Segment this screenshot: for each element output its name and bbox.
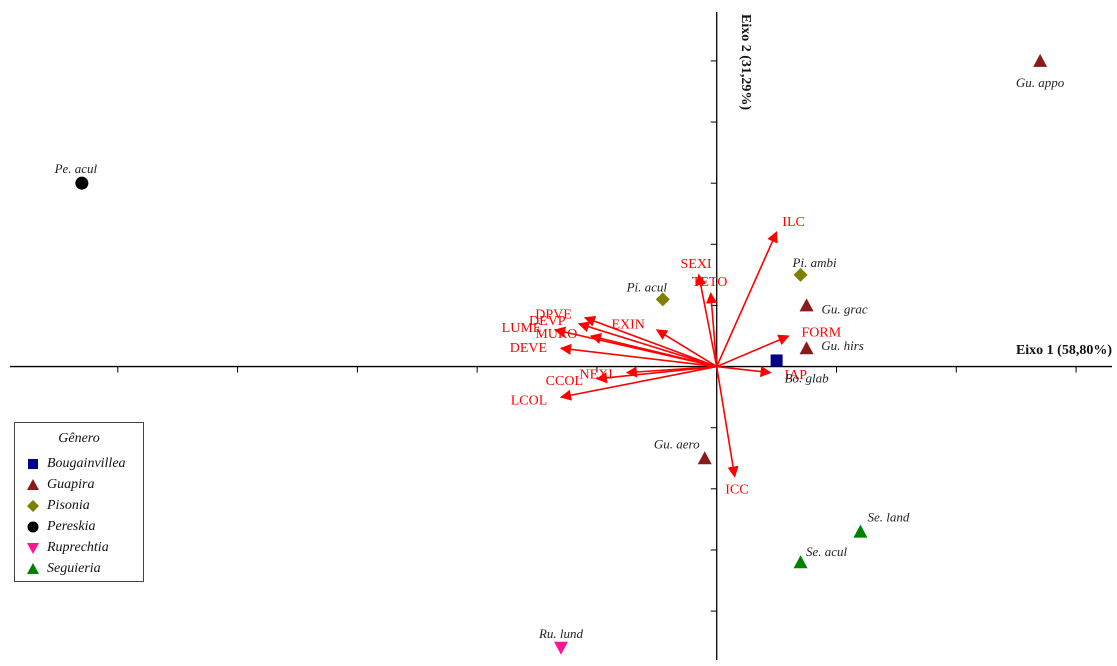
- legend-items: Bougainvillea Guapira Pisonia Pereskia Rupre…: [15, 453, 143, 579]
- legend-marker-icon: [27, 478, 39, 490]
- legend-item-ruprechtia: Ruprechtia: [15, 537, 143, 558]
- vector-label-ccol: CCOL: [546, 374, 583, 389]
- point-label-pi-ambi: Pi. ambi: [792, 255, 837, 270]
- point-pi-acul: [655, 292, 670, 307]
- vector-form: [716, 334, 790, 368]
- point-gu-appo: [1033, 53, 1048, 67]
- vector-dpve: [583, 315, 717, 368]
- legend-item-seguieria: Seguieria: [15, 558, 143, 579]
- vector-ilc: [715, 231, 778, 367]
- legend-marker-icon: [28, 458, 38, 469]
- vector-label-lcol: LCOL: [511, 393, 548, 408]
- point-label-ru-lund: Ru. lund: [538, 626, 584, 641]
- vector-iap: [716, 365, 772, 378]
- legend-marker-icon: [27, 499, 39, 512]
- legend-item-pisonia: Pisonia: [15, 495, 143, 516]
- vector-label-devp: DEVP: [529, 314, 566, 329]
- point-gu-grac: [799, 298, 814, 312]
- legend-item-guapira: Guapira: [15, 474, 143, 495]
- vector-label-ilc: ILC: [782, 215, 805, 230]
- legend-label: Pisonia: [47, 497, 90, 513]
- point-se-land: [853, 524, 868, 538]
- vector-label-muro: MURO: [535, 327, 577, 342]
- species-points: Bo. glab Gu. appo Gu. grac Gu. hirs Gu. aero…: [54, 53, 1065, 655]
- point-label-se-acul: Se. acul: [806, 544, 848, 559]
- vector-deve: [559, 343, 717, 368]
- x-axis-label: Eixo 1 (58,80%): [1016, 343, 1112, 358]
- point-label-gu-aero: Gu. aero: [654, 436, 700, 451]
- y-axis-label: Eixo 2 (31,29%): [738, 14, 753, 110]
- legend-item-pereskia: Pereskia: [15, 516, 143, 537]
- legend: Gênero Bougainvillea Guapira Pisonia Peresk…: [14, 422, 144, 582]
- legend-label: Ruprechtia: [47, 539, 109, 555]
- point-label-se-land: Se. land: [868, 510, 910, 525]
- legend-label: Bougainvillea: [47, 455, 126, 471]
- vector-icc: [715, 366, 739, 478]
- point-ru-lund: [554, 641, 568, 655]
- legend-label: Guapira: [47, 476, 95, 492]
- legend-label: Seguieria: [47, 560, 101, 576]
- legend-marker-icon: [27, 562, 39, 574]
- point-label-pi-acul: Pi. acul: [626, 279, 668, 294]
- legend-item-bougainvillea: Bougainvillea: [15, 453, 143, 474]
- vector-lcol: [559, 365, 717, 401]
- vector-label-exin: EXIN: [611, 318, 644, 333]
- vector-teto: [705, 292, 718, 367]
- axes: [10, 12, 1112, 660]
- point-label-bo-glab: Bo. glab: [785, 370, 830, 385]
- vector-label-lume: LUME: [502, 321, 542, 336]
- legend-marker-icon: [27, 521, 39, 532]
- point-gu-hirs: [799, 341, 814, 355]
- point-label-gu-grac: Gu. grac: [821, 301, 867, 316]
- vector-label-teto: TETO: [692, 275, 728, 290]
- point-label-gu-appo: Gu. appo: [1016, 75, 1065, 90]
- vector-devp: [577, 321, 717, 368]
- point-se-acul: [793, 555, 808, 569]
- point-bo-glab: [770, 354, 783, 367]
- vector-muro: [589, 332, 717, 368]
- legend-marker-icon: [27, 542, 39, 554]
- vector-exin: [655, 329, 718, 368]
- vector-sexi: [695, 273, 718, 367]
- vector-label-iap: IAP: [785, 368, 808, 383]
- vector-label-sexi: SEXI: [680, 257, 711, 272]
- vector-label-form: FORM: [801, 325, 841, 340]
- point-label-pe-acul: Pe. acul: [54, 161, 98, 176]
- vector-label-nexi: NEXI: [579, 367, 613, 382]
- vector-label-deve: DEVE: [510, 341, 547, 356]
- point-pe-acul: [75, 176, 89, 190]
- legend-title: Gênero: [58, 431, 100, 446]
- vector-ccol: [595, 365, 717, 384]
- vector-label-dpve: DPVE: [535, 307, 572, 322]
- point-gu-aero: [697, 451, 712, 465]
- point-pi-ambi: [793, 267, 808, 282]
- point-label-gu-hirs: Gu. hirs: [821, 338, 864, 353]
- vector-label-icc: ICC: [725, 482, 748, 497]
- legend-label: Pereskia: [47, 518, 96, 534]
